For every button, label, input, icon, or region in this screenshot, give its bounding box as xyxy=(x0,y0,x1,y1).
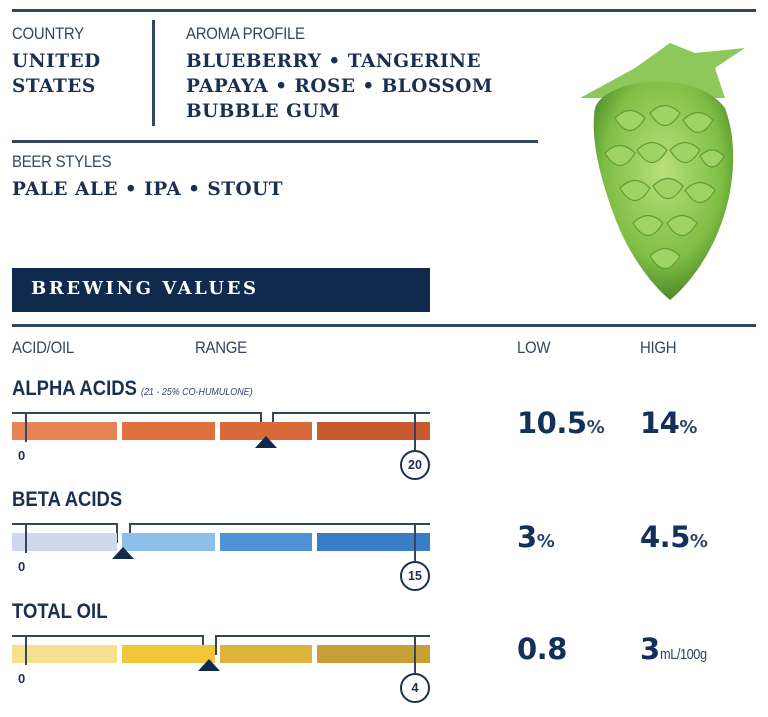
beta-marker-icon xyxy=(112,547,134,559)
beta-high-value: 4.5% xyxy=(640,520,708,554)
beta-low-value: 3% xyxy=(517,520,555,554)
hop-cone-image xyxy=(580,43,745,300)
alpha-title: ALPHA ACIDS xyxy=(12,377,137,400)
alpha-max: 20 xyxy=(400,450,430,480)
beta-title: BETA ACIDS xyxy=(12,488,123,511)
oil-title: TOTAL OIL xyxy=(12,600,108,623)
beta-min: 0 xyxy=(18,559,26,574)
header-divider xyxy=(152,20,155,126)
oil-low-value: 0.8 xyxy=(517,632,567,666)
section-rule xyxy=(12,324,756,327)
alpha-seg-3 xyxy=(220,422,312,440)
banner-title: BREWING VALUES xyxy=(31,278,259,299)
alpha-seg-1 xyxy=(12,422,117,440)
oil-max: 4 xyxy=(400,673,430,703)
beer-styles-value: PALE ALE • IPA • STOUT xyxy=(12,179,284,200)
aroma-line-3: BUBBLE GUM xyxy=(186,101,341,122)
alpha-note: (21 - 25% CO-HUMULONE) xyxy=(140,386,253,398)
aroma-line-1: BLUEBERRY • TANGERINE xyxy=(186,51,482,72)
country-label: COUNTRY xyxy=(12,24,84,43)
alpha-range-scale: 0 20 xyxy=(12,412,430,492)
brewing-values-banner: BREWING VALUES xyxy=(12,268,430,312)
alpha-seg-2 xyxy=(122,422,215,440)
beta-seg-3 xyxy=(220,533,312,551)
oil-seg-1 xyxy=(12,645,117,663)
oil-range-scale: 0 4 xyxy=(12,635,430,715)
col-high: HIGH xyxy=(640,338,677,357)
header-bottom-rule xyxy=(12,140,538,143)
oil-high-value: 3mL/100g xyxy=(640,632,707,666)
oil-seg-2 xyxy=(122,645,215,663)
beta-seg-4 xyxy=(317,533,430,551)
aroma-label: AROMA PROFILE xyxy=(186,24,305,43)
country-value-line1: UNITED xyxy=(12,51,101,72)
oil-seg-4 xyxy=(317,645,430,663)
aroma-line-2: PAPAYA • ROSE • BLOSSOM xyxy=(186,76,493,97)
oil-marker-icon xyxy=(198,659,220,671)
alpha-title-row: ALPHA ACIDS (21 - 25% CO-HUMULONE) xyxy=(12,377,272,401)
beta-seg-1 xyxy=(12,533,117,551)
alpha-min: 0 xyxy=(18,448,26,463)
alpha-high-value: 14% xyxy=(640,406,698,440)
alpha-seg-4 xyxy=(317,422,430,440)
alpha-low-value: 10.5% xyxy=(517,406,605,440)
alpha-marker-icon xyxy=(255,436,277,448)
col-acid-oil: ACID/OIL xyxy=(12,338,74,357)
beta-max: 15 xyxy=(400,561,430,591)
beta-range-scale: 0 15 xyxy=(12,523,430,603)
country-value-line2: STATES xyxy=(12,76,96,97)
col-low: LOW xyxy=(517,338,551,357)
oil-seg-3 xyxy=(220,645,312,663)
col-range: RANGE xyxy=(195,338,247,357)
oil-min: 0 xyxy=(18,671,26,686)
top-rule xyxy=(12,9,756,12)
beer-styles-label: BEER STYLES xyxy=(12,152,112,171)
beta-seg-2 xyxy=(122,533,215,551)
